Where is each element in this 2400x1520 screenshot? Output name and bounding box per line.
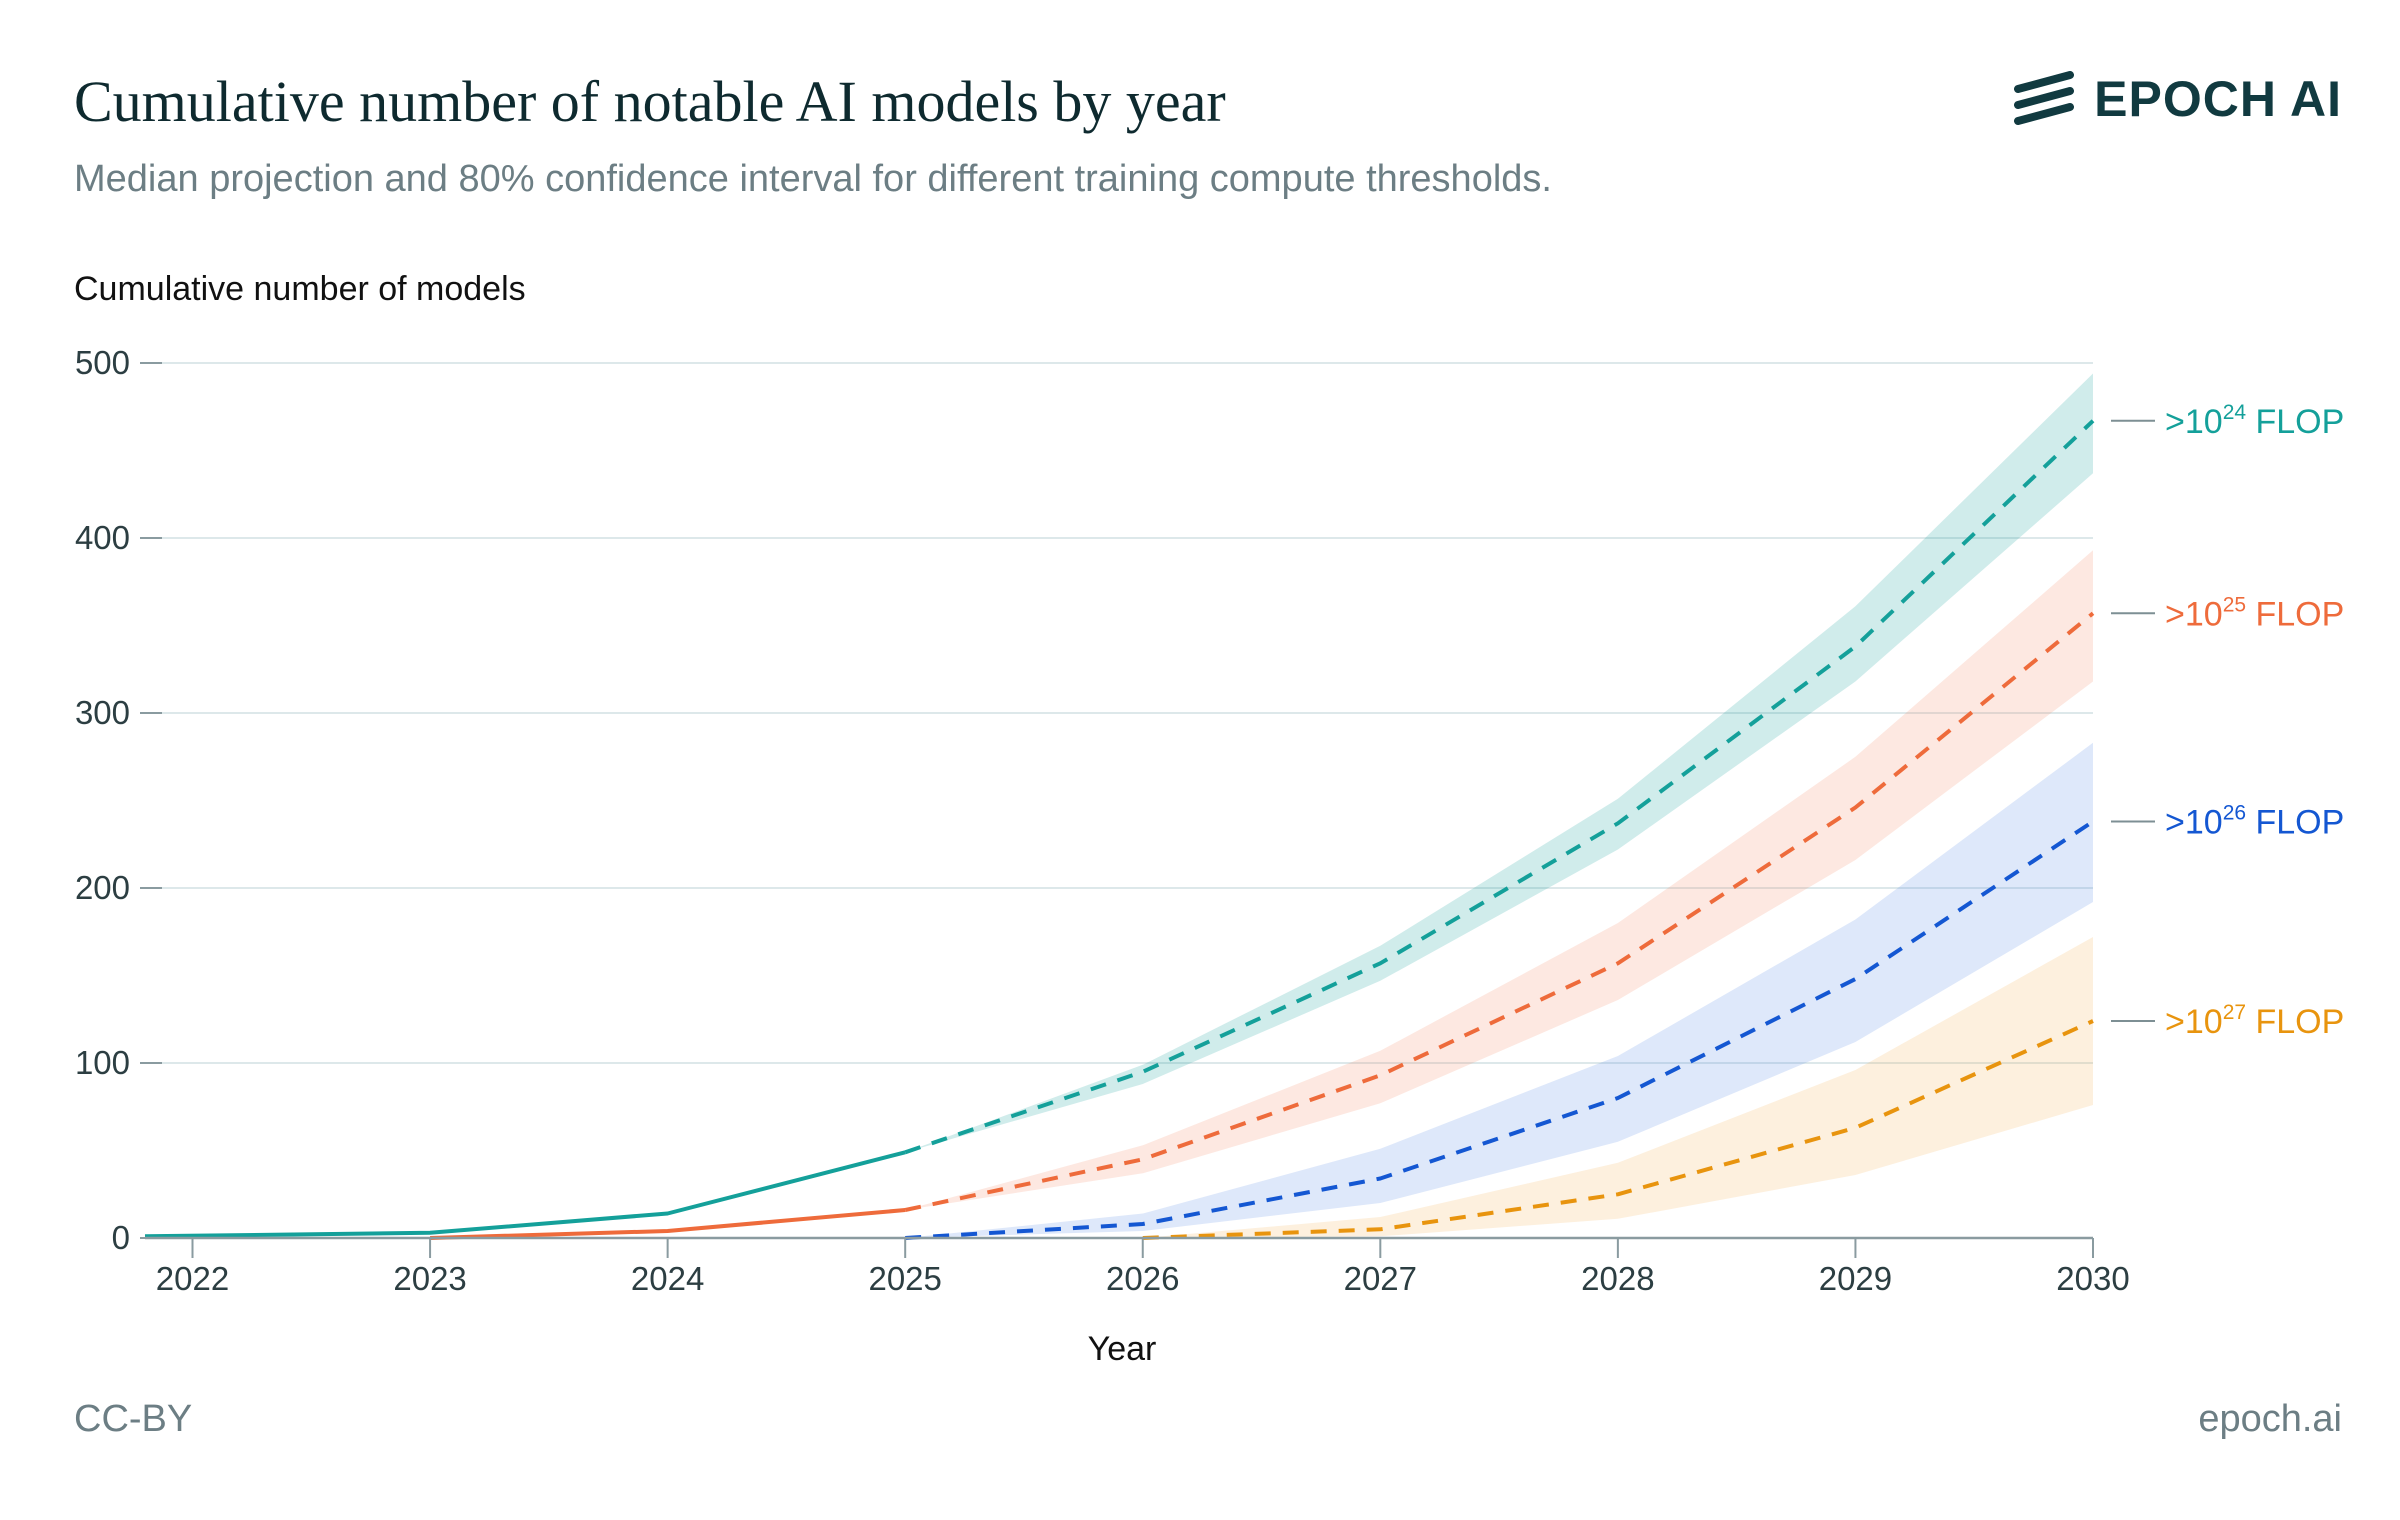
axes: 0 100 200 300 400 500 2022 2023 2024 2025 2026 2027… [75, 344, 2130, 1297]
series-label-1: >1025 FLOP [2165, 593, 2344, 633]
x-tick-label: 2029 [1819, 1260, 1892, 1297]
x-tick-label: 2025 [868, 1260, 941, 1297]
x-tick-label: 2027 [1344, 1260, 1417, 1297]
x-tick-label: 2026 [1106, 1260, 1179, 1297]
projected-line-1 [904, 611, 2095, 1212]
y-tick-label: 100 [75, 1044, 130, 1081]
series-label-0: >1024 FLOP [2165, 401, 2344, 441]
confidence-band-3 [1142, 937, 2093, 1238]
y-tick-label: 0 [112, 1219, 130, 1256]
site-link[interactable]: epoch.ai [2198, 1398, 2342, 1440]
series-lines [144, 419, 2095, 1240]
projected-line-2 [905, 819, 2095, 1240]
y-tick-label: 400 [75, 519, 130, 556]
x-tick-label: 2030 [2056, 1260, 2129, 1297]
x-tick-label: 2023 [393, 1260, 466, 1297]
gridlines [145, 362, 2093, 1064]
projected-line-3 [1142, 1019, 2094, 1240]
logo-text: EPOCH AI [2094, 71, 2342, 127]
x-tick-label: 2022 [156, 1260, 229, 1297]
series-label-3: >1027 FLOP [2165, 1001, 2344, 1041]
observed-line-0 [144, 1150, 906, 1239]
series-label-2: >1026 FLOP [2165, 802, 2344, 842]
chart-subtitle: Median projection and 80% confidence int… [74, 158, 1552, 200]
chart-title: Cumulative number of notable AI models b… [74, 69, 1226, 134]
y-tick-label: 500 [75, 344, 130, 381]
y-tick-label: 200 [75, 869, 130, 906]
series-labels: >1024 FLOP >1025 FLOP >1026 FLOP >1027 FLOP [2111, 401, 2344, 1041]
y-tick-label: 300 [75, 694, 130, 731]
x-tick-label: 2028 [1581, 1260, 1654, 1297]
x-axis-title: Year [1088, 1330, 1157, 1368]
epoch-logo-icon [2014, 71, 2075, 125]
confidence-band-2 [905, 742, 2094, 1238]
license-label: CC-BY [74, 1398, 193, 1440]
y-axis-title: Cumulative number of models [74, 270, 526, 308]
x-tick-label: 2024 [631, 1260, 704, 1297]
confidence-bands [905, 373, 2094, 1238]
observed-line-1 [430, 1208, 906, 1240]
projected-line-0 [904, 419, 2095, 1155]
epoch-logo[interactable]: EPOCH AI [2014, 70, 2342, 128]
